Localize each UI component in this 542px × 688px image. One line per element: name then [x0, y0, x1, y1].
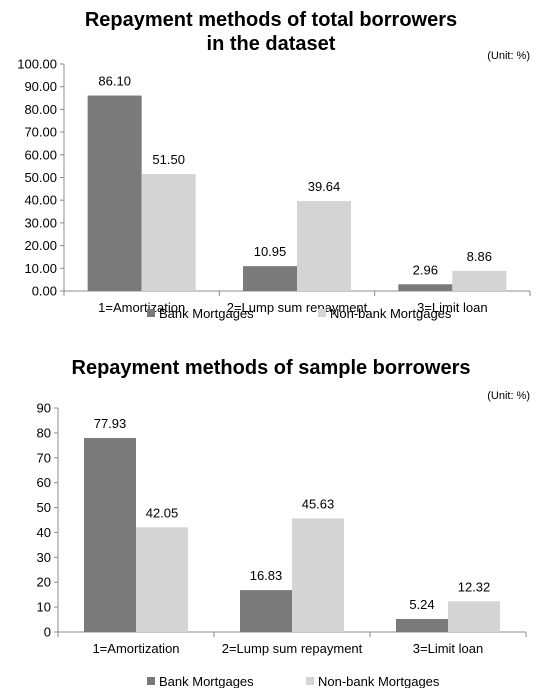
chart-sample-borrowers: Repayment methods of sample borrowers (U…	[0, 352, 542, 688]
legend-label: Non-bank Mortgages	[318, 674, 440, 688]
data-label: 10.95	[254, 244, 287, 259]
y-tick-label: 60.00	[24, 147, 57, 162]
bar-nonbank	[448, 601, 500, 632]
bar-bank	[396, 618, 448, 632]
legend-label: Bank Mortgages	[159, 674, 254, 688]
y-tick-label: 10	[37, 600, 51, 615]
bar-nonbank	[136, 527, 188, 632]
bar-nonbank	[292, 518, 344, 632]
y-tick-label: 90	[37, 401, 51, 416]
bar-nonbank	[297, 201, 351, 291]
unit-label: (Unit: %)	[487, 390, 530, 402]
y-tick-label: 70	[37, 450, 51, 465]
data-label: 12.32	[458, 579, 491, 594]
y-tick-label: 70.00	[24, 125, 57, 140]
legend-swatch	[147, 309, 155, 317]
legend-label: Bank Mortgages	[159, 306, 254, 321]
category-label: 3=Limit loan	[413, 641, 483, 656]
unit-label: (Unit: %)	[487, 50, 530, 62]
y-tick-label: 30	[37, 550, 51, 565]
y-tick-label: 20	[37, 575, 51, 590]
chart-title: Repayment methods of total borrowers in …	[84, 9, 458, 55]
y-tick-label: 0.00	[32, 284, 57, 299]
data-label: 8.86	[467, 249, 492, 264]
y-tick-label: 60	[37, 475, 51, 490]
y-tick-label: 80.00	[24, 102, 57, 117]
data-label: 51.50	[152, 152, 185, 167]
y-tick-label: 40	[37, 525, 51, 540]
bar-nonbank	[452, 270, 507, 291]
bar-bank	[87, 95, 142, 291]
data-label: 5.24	[409, 597, 434, 612]
y-tick-label: 30.00	[24, 215, 57, 230]
bar-bank	[240, 590, 292, 632]
y-tick-label: 20.00	[24, 238, 57, 253]
y-tick-label: 100.00	[17, 57, 57, 72]
legend-swatch	[318, 309, 326, 317]
legend-swatch	[306, 677, 314, 685]
y-tick-label: 80	[37, 425, 51, 440]
data-label: 45.63	[302, 496, 335, 511]
y-tick-label: 40.00	[24, 193, 57, 208]
data-label: 2.96	[413, 262, 438, 277]
y-tick-label: 10.00	[24, 261, 57, 276]
bar-bank	[243, 266, 297, 291]
data-label: 42.05	[146, 505, 179, 520]
y-tick-label: 0	[44, 625, 51, 640]
legend-swatch	[147, 677, 155, 685]
bar-bank	[398, 284, 453, 291]
category-label: 1=Amortization	[92, 641, 179, 656]
y-tick-label: 50	[37, 500, 51, 515]
bar-chart-total-borrowers: 0.00 10.00 20.00 30.00 40.00 50.00 60.00 70.00 8…	[17, 57, 531, 321]
legend-label: Non-bank Mortgages	[330, 306, 452, 321]
y-tick-label: 50.00	[24, 170, 57, 185]
category-label: 2=Lump sum repayment	[227, 300, 368, 315]
category-label: 3=Limit loan	[417, 300, 487, 315]
data-label: 16.83	[250, 568, 283, 583]
data-label: 39.64	[308, 179, 341, 194]
data-label: 77.93	[94, 416, 127, 431]
chart-title: Repayment methods of sample borrowers	[71, 357, 471, 379]
bar-bank	[84, 438, 136, 632]
bar-nonbank	[141, 174, 196, 291]
data-label: 86.10	[98, 74, 131, 89]
bar-chart-sample-borrowers: 0 10 20 30 40 50 60 70 80 90 77.93 42.05 1=Amortizat…	[37, 401, 527, 688]
category-label: 1=Amortization	[98, 300, 185, 315]
y-tick-label: 90.00	[24, 79, 57, 94]
category-label: 2=Lump sum repayment	[222, 641, 363, 656]
chart-total-borrowers: Repayment methods of total borrowers in …	[0, 0, 542, 328]
